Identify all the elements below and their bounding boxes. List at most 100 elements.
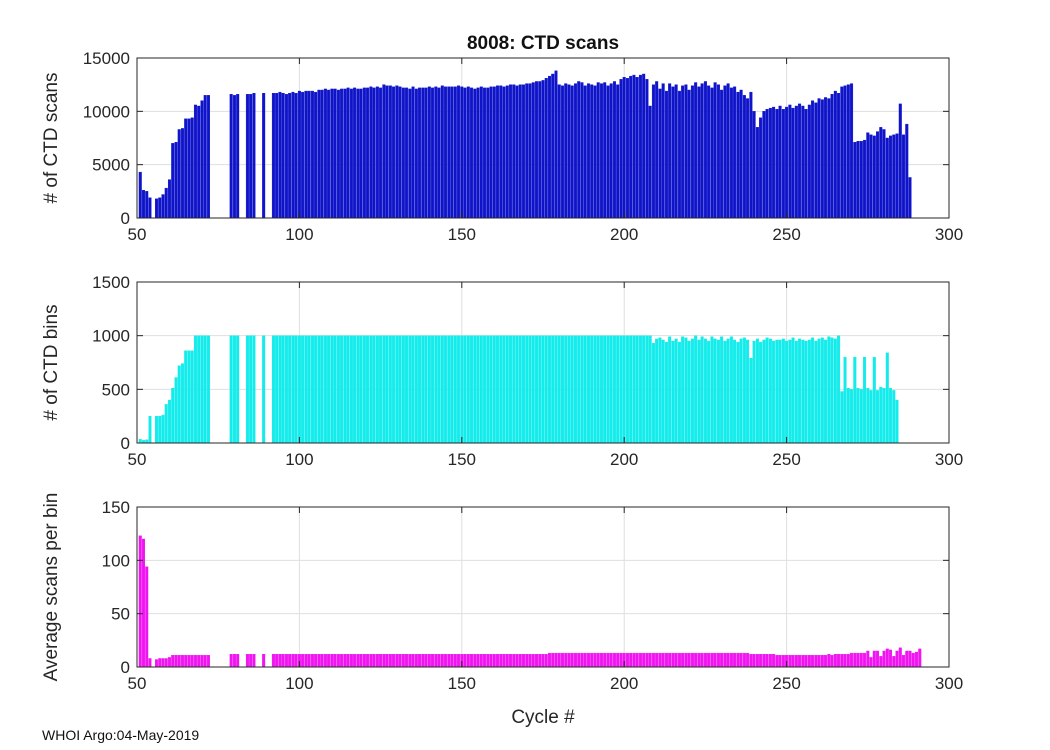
average-bar	[811, 655, 815, 668]
bins-bar	[619, 335, 623, 444]
bins-bar	[382, 335, 386, 444]
scans-bar	[892, 134, 896, 219]
bins-bar	[677, 341, 681, 444]
scans-bar	[642, 73, 646, 219]
average-bar	[535, 654, 539, 668]
average-bar	[515, 654, 519, 668]
bins-bar	[499, 335, 503, 444]
average-y-tick-label: 100	[102, 551, 130, 570]
bins-bar	[817, 338, 821, 444]
scans-bar	[489, 86, 493, 219]
scans-bar	[703, 81, 707, 219]
scans-bar	[320, 89, 324, 219]
scans-bar	[694, 82, 698, 219]
scans-bar	[632, 74, 636, 219]
bins-bar	[697, 339, 701, 444]
bins-bar	[752, 340, 756, 444]
average-bar	[343, 654, 347, 668]
average-x-tick-label: 250	[772, 674, 800, 693]
bins-bar	[876, 390, 880, 444]
scans-bar	[229, 94, 233, 219]
bins-bar	[281, 335, 285, 444]
bins-bar	[232, 335, 236, 444]
average-bar	[677, 652, 681, 668]
scans-bar	[723, 85, 727, 219]
scans-bar	[811, 100, 815, 219]
bins-bar	[323, 335, 327, 444]
bins-bar	[820, 337, 824, 444]
scans-bar	[382, 84, 386, 219]
scans-bar	[580, 82, 584, 219]
average-bar	[755, 654, 759, 668]
bins-bar	[336, 335, 340, 444]
bins-bar	[606, 335, 610, 444]
scans-bar	[492, 86, 496, 219]
bins-bar	[427, 335, 431, 444]
scans-bar	[294, 92, 298, 219]
average-bar	[509, 654, 513, 668]
bins-bar	[171, 388, 175, 444]
average-bar	[824, 655, 828, 668]
bins-bar	[418, 335, 422, 444]
scans-bar	[427, 86, 431, 219]
average-bar	[301, 654, 305, 668]
bins-bar	[375, 335, 379, 444]
scans-bar	[716, 84, 720, 219]
average-bar	[346, 654, 350, 668]
average-bar	[447, 654, 451, 668]
scans-bar	[687, 89, 691, 219]
average-bar	[330, 654, 334, 668]
average-bar	[681, 652, 685, 668]
scans-bar	[830, 94, 834, 219]
bins-axes-box	[136, 281, 950, 444]
bins-bar	[804, 340, 808, 444]
average-bar	[726, 652, 730, 668]
scans-bar	[837, 92, 841, 219]
bins-bar	[489, 335, 493, 444]
average-bar	[612, 652, 616, 668]
scans-bar	[158, 197, 162, 219]
bins-bar	[164, 404, 168, 444]
average-bar	[564, 652, 568, 668]
bins-bar	[288, 335, 292, 444]
bins-bar	[749, 358, 753, 444]
average-bar	[148, 658, 152, 668]
scans-bar	[356, 88, 360, 219]
average-bar	[525, 654, 529, 668]
average-bar	[703, 652, 707, 668]
bins-bar	[632, 335, 636, 444]
average-bar	[229, 654, 233, 668]
scans-bar	[249, 94, 253, 219]
average-bar	[184, 655, 188, 668]
bins-bar	[616, 335, 620, 444]
bins-bar	[837, 335, 841, 444]
scans-bar	[635, 76, 639, 219]
average-bar	[603, 652, 607, 668]
bins-bar	[671, 340, 675, 444]
average-bar	[544, 654, 548, 668]
bins-bar	[645, 335, 649, 444]
bins-bar	[528, 335, 532, 444]
scans-bar	[742, 95, 746, 219]
scans-bar	[141, 190, 145, 219]
scans-x-tick-label: 150	[448, 225, 476, 244]
bins-bar	[742, 337, 746, 444]
average-bar	[713, 652, 717, 668]
average-bar	[866, 650, 870, 668]
average-x-tick-label: 150	[448, 674, 476, 693]
average-bar	[892, 656, 896, 668]
scans-bar	[232, 95, 236, 219]
bins-bar	[892, 390, 896, 444]
average-bar	[531, 654, 535, 668]
scans-bar	[518, 84, 522, 219]
scans-bar	[284, 94, 288, 219]
scans-bar	[301, 91, 305, 219]
scans-bar	[405, 87, 409, 219]
scans-bar	[674, 84, 678, 219]
average-bar	[499, 654, 503, 668]
bins-bar	[638, 335, 642, 444]
bins-bar	[846, 388, 850, 444]
average-bar	[483, 654, 487, 668]
bins-bar	[414, 335, 418, 444]
scans-bar	[372, 87, 376, 219]
